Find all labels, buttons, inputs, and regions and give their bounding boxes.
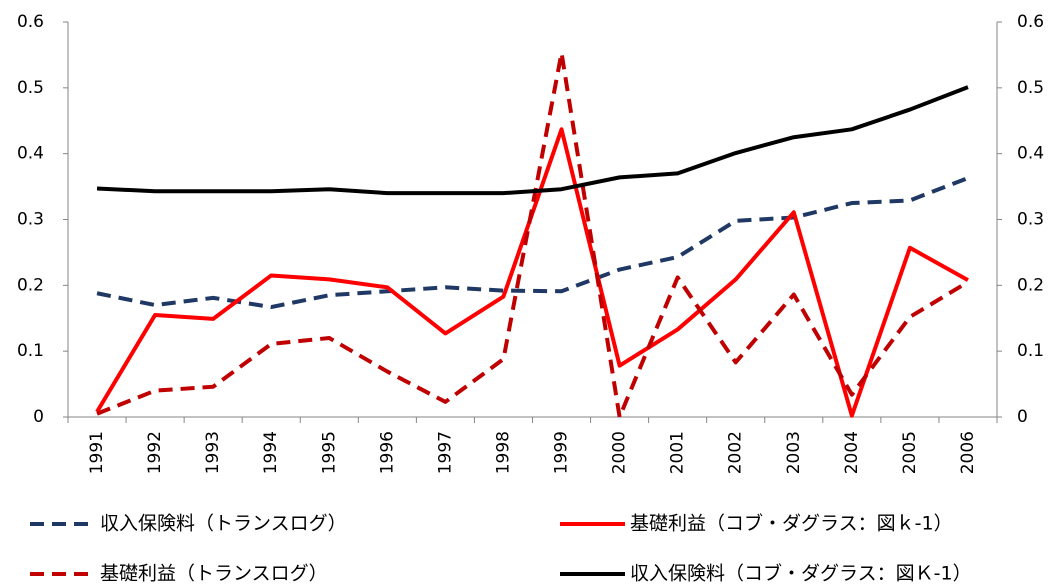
y-tick-label: 0.6 <box>17 12 44 32</box>
x-tick-label: 2005 <box>900 431 920 474</box>
y2-tick-label: 0.3 <box>1017 210 1044 230</box>
y2-tick-label: 0.2 <box>1017 275 1044 295</box>
x-tick-label: 1992 <box>145 431 165 474</box>
y2-tick-label: 0.1 <box>1017 341 1044 361</box>
x-tick-label: 2002 <box>726 431 746 474</box>
x-tick-label: 1997 <box>435 431 455 474</box>
y2-tick-label: 0.6 <box>1017 12 1044 32</box>
y-tick-label: 0.1 <box>17 341 44 361</box>
y2-tick-label: 0.4 <box>1017 144 1044 164</box>
x-tick-label: 2000 <box>610 431 630 474</box>
legend-label: 収入保険料（トランスログ） <box>100 513 347 535</box>
legend-label: 収入保険料（コブ・ダグラス：図Ｋ-1） <box>630 562 972 585</box>
x-tick-label: 1991 <box>87 431 107 474</box>
x-tick-label: 1995 <box>319 431 339 474</box>
y-tick-label: 0.2 <box>17 275 44 295</box>
x-tick-label: 2004 <box>842 431 862 474</box>
y2-tick-label: 0.5 <box>1017 78 1044 98</box>
x-tick-label: 1996 <box>377 431 397 474</box>
x-tick-label: 1998 <box>493 431 513 474</box>
series-line <box>96 50 969 419</box>
y-tick-label: 0 <box>33 407 44 427</box>
y-tick-label: 0.5 <box>17 78 44 98</box>
y-tick-label: 0.3 <box>17 210 44 230</box>
x-tick-label: 1994 <box>261 431 281 474</box>
series-line <box>96 85 969 196</box>
x-tick-label: 2001 <box>668 431 688 474</box>
x-tick-label: 2003 <box>784 431 804 474</box>
y2-tick-label: 0 <box>1017 407 1028 427</box>
y-tick-label: 0.4 <box>17 144 44 164</box>
x-tick-label: 2006 <box>958 431 978 474</box>
x-tick-label: 1999 <box>552 431 572 474</box>
legend-label: 基礎利益（トランスログ） <box>100 563 328 585</box>
x-tick-label: 1993 <box>203 431 223 474</box>
legend-label: 基礎利益（コブ・ダグラス：図ｋ-1） <box>630 512 953 535</box>
